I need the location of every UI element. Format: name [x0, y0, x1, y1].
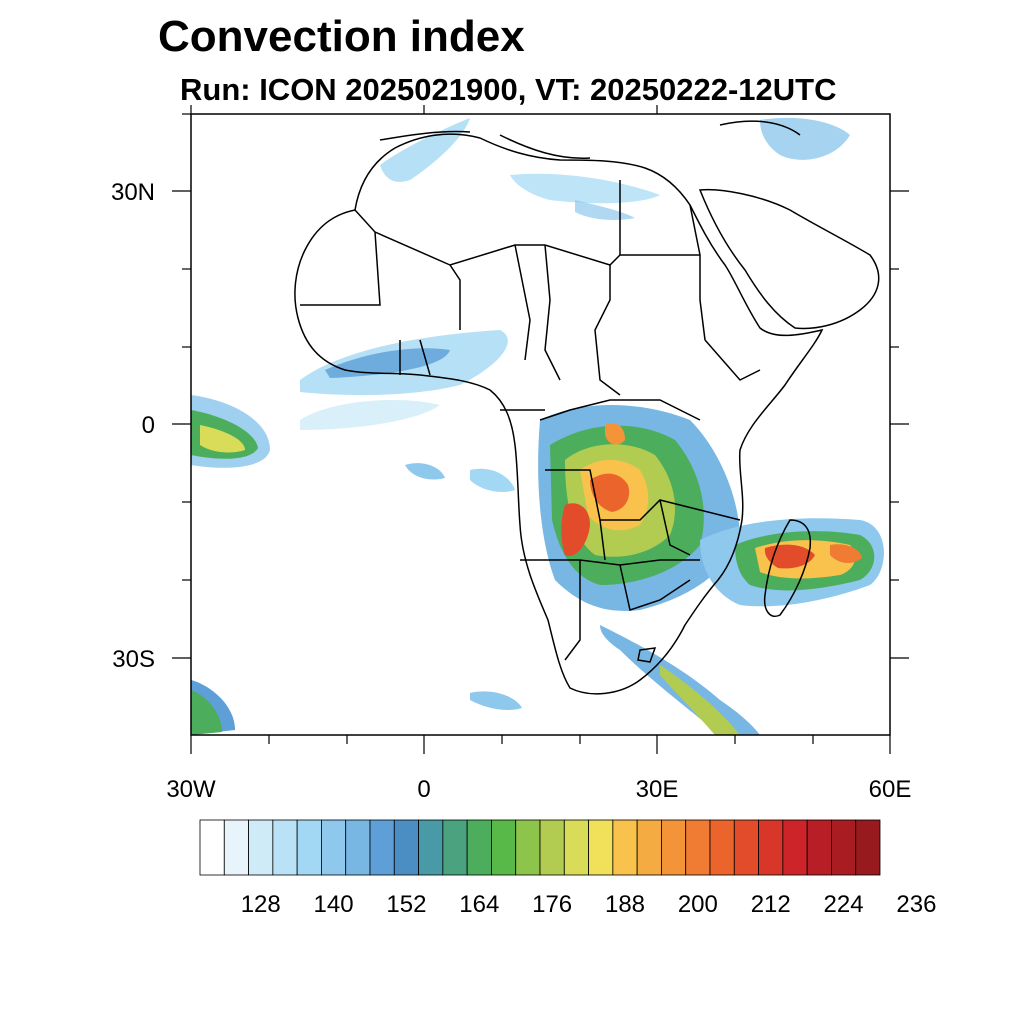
colorbar-swatch: [685, 819, 711, 876]
lon-label-60e: 60E: [869, 776, 912, 803]
colorbar-swatch: [709, 819, 735, 876]
colorbar-label: 176: [532, 891, 572, 918]
colorbar-swatch: [539, 819, 565, 876]
colorbar-swatch: [491, 819, 517, 876]
colorbar-label: 164: [459, 891, 499, 918]
colorbar-label: 140: [314, 891, 354, 918]
colorbar-swatch: [782, 819, 808, 876]
colorbar-swatch: [466, 819, 492, 876]
colorbar-swatch: [515, 819, 541, 876]
colorbar-labels: 128 140 152 164 176 188 200 212 224 236: [241, 891, 937, 918]
colorbar-swatch: [393, 819, 419, 876]
map-title: Convection index: [158, 12, 525, 61]
colorbar-swatch: [442, 819, 468, 876]
colorbar-swatch: [345, 819, 371, 876]
colorbar-swatch: [661, 819, 687, 876]
colorbar-swatch: [369, 819, 395, 876]
colorbar-swatch: [321, 819, 347, 876]
colorbar-swatch: [806, 819, 832, 876]
colorbar-swatch: [758, 819, 784, 876]
map-subtitle: Run: ICON 2025021900, VT: 20250222-12UTC: [180, 72, 837, 107]
colorbar-swatch: [296, 819, 322, 876]
convection-field: [191, 117, 884, 735]
lat-label-30n: 30N: [111, 179, 155, 206]
colorbar-label: 200: [678, 891, 718, 918]
colorbar-label: 212: [751, 891, 791, 918]
colorbar: [199, 819, 881, 876]
colorbar-swatch: [588, 819, 614, 876]
colorbar-swatch: [272, 819, 298, 876]
colorbar-swatch: [418, 819, 444, 876]
lon-label-0: 0: [417, 776, 430, 803]
colorbar-swatch: [199, 819, 225, 876]
colorbar-swatch: [733, 819, 759, 876]
colorbar-swatch: [612, 819, 638, 876]
lon-label-30e: 30E: [636, 776, 679, 803]
lat-label-30s: 30S: [112, 646, 155, 673]
colorbar-swatch: [855, 819, 881, 876]
colorbar-swatch: [248, 819, 274, 876]
colorbar-label: 236: [896, 891, 936, 918]
colorbar-label: 224: [824, 891, 864, 918]
lon-label-30w: 30W: [166, 776, 216, 803]
colorbar-swatch: [223, 819, 249, 876]
colorbar-swatch: [636, 819, 662, 876]
colorbar-swatch: [831, 819, 857, 876]
colorbar-label: 188: [605, 891, 645, 918]
colorbar-swatch: [563, 819, 589, 876]
lat-label-0: 0: [142, 412, 155, 439]
colorbar-label: 128: [241, 891, 281, 918]
coastline-borders: [294, 120, 880, 695]
colorbar-label: 152: [386, 891, 426, 918]
